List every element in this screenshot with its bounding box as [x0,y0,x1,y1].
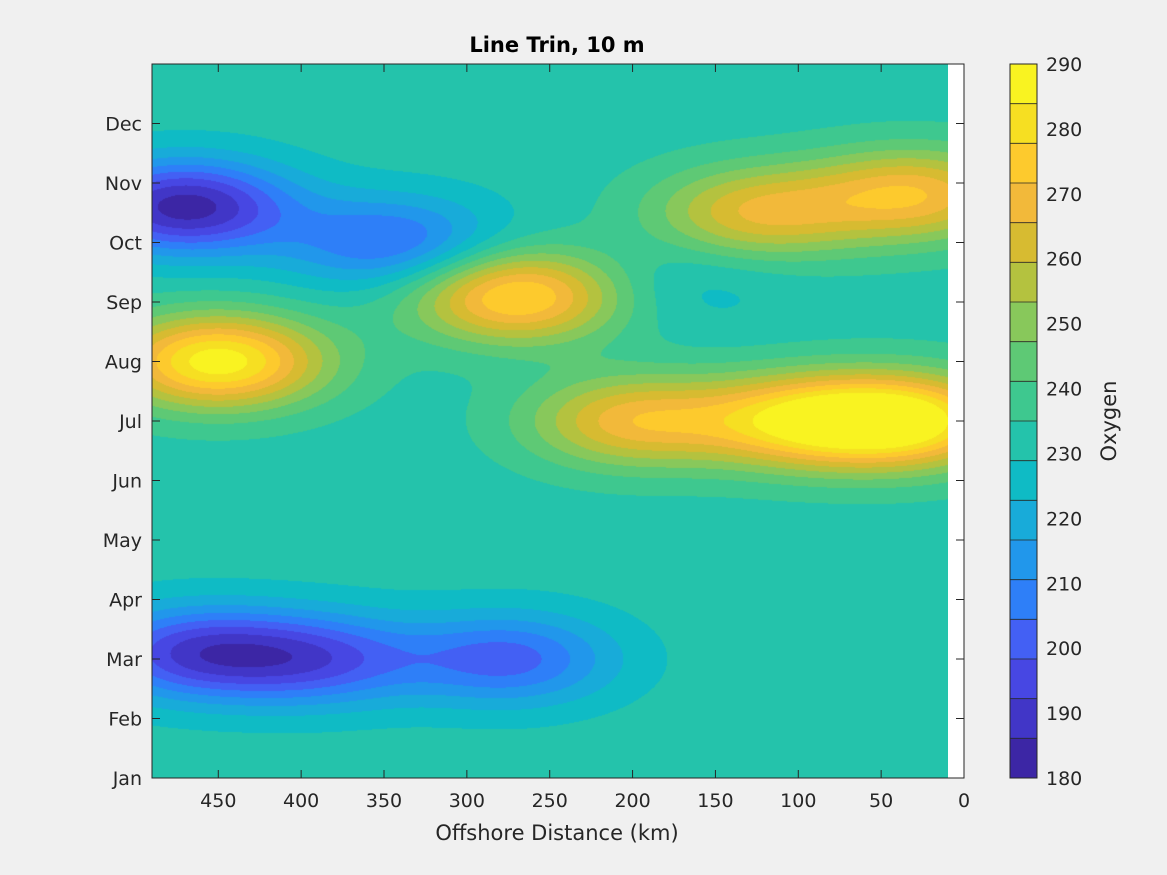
colorbar-tick-label: 280 [1046,119,1082,141]
y-tick-label: Oct [109,233,142,255]
colorbar-tick-label: 260 [1046,249,1082,271]
colorbar-tick-label: 200 [1046,638,1082,660]
y-tick-label: Dec [105,114,142,136]
colorbar-band [1010,341,1037,382]
colorbar-band [1010,738,1037,779]
x-tick-label: 150 [697,790,733,812]
x-tick-label: 300 [449,790,485,812]
y-tick-label: Feb [108,709,142,731]
colorbar-band [1010,579,1037,620]
colorbar-band [1010,540,1037,581]
colorbar-tick-label: 180 [1046,768,1082,790]
colorbar-band [1010,143,1037,184]
colorbar-band [1010,262,1037,303]
x-tick-label: 0 [958,790,970,812]
colorbar-band [1010,460,1037,501]
colorbar-tick-label: 220 [1046,508,1082,530]
y-tick-label: Jan [112,768,142,790]
colorbar-tick-label: 250 [1046,314,1082,336]
plot-area [151,63,965,779]
x-tick-label: 100 [780,790,816,812]
heatmap-field [152,64,948,778]
x-tick-label: 250 [532,790,568,812]
colorbar-tick-label: 270 [1046,184,1082,206]
colorbar-band [1010,421,1037,462]
colorbar-tick-label: 190 [1046,703,1082,725]
y-tick-label: Sep [106,292,142,314]
y-tick-label: Apr [109,590,142,612]
y-tick-label: Aug [105,352,142,374]
x-tick-label: 50 [869,790,893,812]
colorbar-band [1010,222,1037,263]
y-axis: Jan Feb Mar Apr May Jun Jul Aug Sep Oct Nov Dec [103,114,964,790]
colorbar-band [1010,659,1037,700]
x-axis: 450 400 350 300 250 200 150 100 50 0 [200,64,970,812]
x-tick-label: 450 [200,790,236,812]
colorbar-band [1010,183,1037,224]
colorbar-band [1010,64,1037,105]
x-tick-label: 200 [614,790,650,812]
colorbar-tick-label: 210 [1046,573,1082,595]
y-tick-label: Mar [106,649,142,671]
colorbar-box [1009,63,1038,779]
x-tick-label: 400 [283,790,319,812]
colorbar-tick-label: 230 [1046,443,1082,465]
y-tick-label: May [103,530,142,552]
colorbar: 180 190 200 210 220 230 240 250 260 270 280 290 [1009,54,1082,790]
colorbar-label: Oxygen [1097,381,1121,462]
y-tick-label: Nov [105,173,142,195]
y-tick-label: Jul [118,411,142,433]
y-tick-label: Jun [111,471,142,493]
colorbar-band [1010,103,1037,144]
colorbar-band [1010,381,1037,422]
x-axis-label: Offshore Distance (km) [435,821,678,845]
colorbar-tick-label: 240 [1046,379,1082,401]
colorbar-tick-label: 290 [1046,54,1082,76]
x-tick-label: 350 [366,790,402,812]
colorbar-band [1010,302,1037,343]
colorbar-band [1010,698,1037,739]
colorbar-band [1010,619,1037,660]
chart-title: Line Trin, 10 m [469,33,644,57]
colorbar-band [1010,500,1037,541]
